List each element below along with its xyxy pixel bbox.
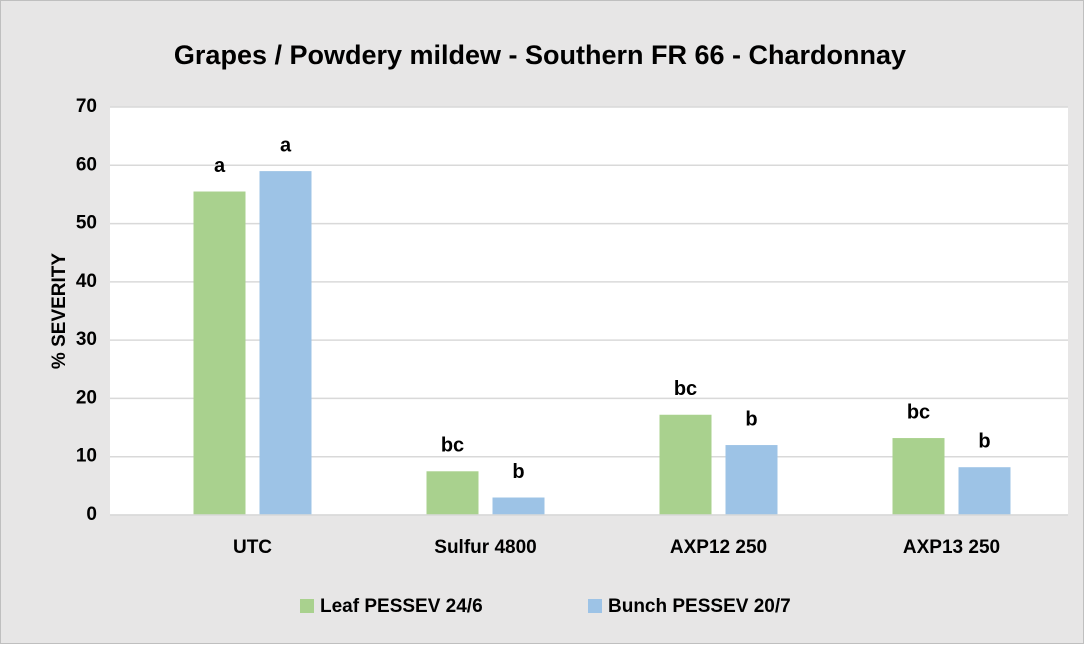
bar [259,171,312,515]
bar [725,445,778,515]
y-tick-label: 30 [76,329,97,350]
y-tick-label: 50 [76,213,97,234]
x-tick-label: UTC [233,537,272,558]
significance-letter: bc [674,378,697,400]
y-tick-label: 70 [76,96,97,117]
significance-letter: b [745,408,757,430]
y-axis-label: % SEVERITY [49,253,70,369]
y-tick-label: 10 [76,446,97,467]
legend-swatch [300,599,314,613]
bar [958,467,1011,515]
significance-letter: b [978,430,990,452]
x-tick-label: AXP12 250 [670,537,767,558]
y-tick-label: 20 [76,387,97,408]
y-tick-label: 0 [86,504,97,525]
significance-letter: bc [907,401,930,423]
legend-label: Leaf PESSEV 24/6 [320,596,483,617]
legend-swatch [588,599,602,613]
bar [492,497,545,515]
bar [426,471,479,515]
x-tick-label: Sulfur 4800 [434,537,536,558]
significance-letter: b [512,461,524,483]
significance-letter: a [280,134,292,156]
bar [193,191,246,515]
y-tick-label: 40 [76,271,97,292]
bar [892,438,945,515]
significance-letter: bc [441,435,464,457]
bar [659,414,712,515]
y-tick-label: 60 [76,154,97,175]
significance-letter: a [214,155,226,177]
chart-title: Grapes / Powdery mildew - Southern FR 66… [174,40,906,70]
legend-label: Bunch PESSEV 20/7 [608,596,791,617]
x-tick-label: AXP13 250 [903,537,1000,558]
